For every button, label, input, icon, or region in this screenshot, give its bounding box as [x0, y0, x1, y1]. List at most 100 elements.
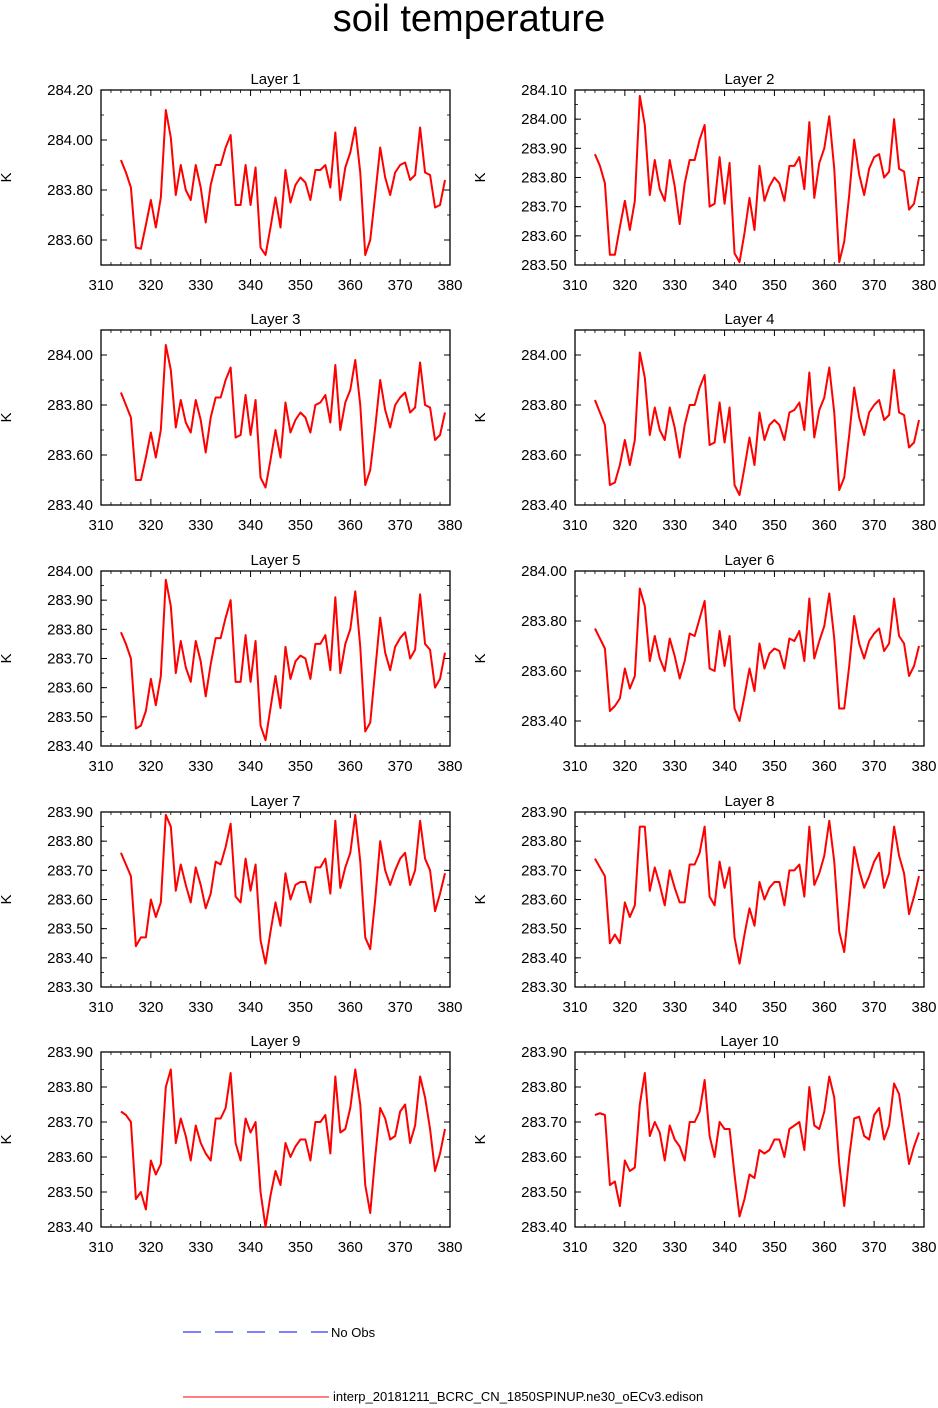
x-tick-label: 340: [238, 1239, 263, 1256]
y-tick-label: 283.90: [47, 1044, 93, 1061]
y-tick-label: 283.60: [521, 228, 567, 245]
x-tick-label: 310: [562, 277, 587, 294]
x-tick-label: 380: [911, 517, 936, 534]
plot-frame: [100, 811, 451, 988]
x-tick-label: 320: [612, 517, 637, 534]
x-tick-label: 340: [712, 999, 737, 1016]
x-tick-label: 350: [288, 277, 313, 294]
x-tick-label: 380: [437, 517, 462, 534]
y-tick-label: 283.50: [521, 1184, 567, 1201]
y-tick-label: 283.90: [521, 140, 567, 157]
x-tick-label: 370: [862, 999, 887, 1016]
plot-frame: [100, 89, 451, 266]
series-line: [594, 94, 920, 264]
panel-layer-1: Layer 1 K 310 320 330 340 350 360 370 380 283.60 28…: [0, 71, 463, 294]
y-tick-label: 283.50: [47, 1184, 93, 1201]
y-tick-label: 283.60: [521, 663, 567, 680]
series-line: [120, 344, 446, 489]
plot-frame: [574, 570, 925, 747]
y-tick-label: 283.40: [47, 497, 93, 514]
x-tick-label: 360: [812, 758, 837, 775]
y-tick-label: 283.80: [521, 613, 567, 630]
y-axis-label: K: [472, 1134, 489, 1144]
legend-model-line: [183, 1396, 329, 1398]
y-tick-label: 284.00: [521, 347, 567, 364]
x-tick-label: 360: [812, 277, 837, 294]
y-tick-label: 284.20: [47, 82, 93, 99]
x-tick-label: 370: [388, 758, 413, 775]
y-tick-label: 283.40: [47, 738, 93, 755]
x-tick-label: 330: [188, 277, 213, 294]
x-tick-label: 310: [88, 758, 113, 775]
x-tick-label: 310: [88, 999, 113, 1016]
x-tick-label: 360: [812, 999, 837, 1016]
x-tick-label: 340: [712, 277, 737, 294]
panel-title: Layer 6: [724, 552, 774, 569]
y-axis-label: K: [472, 894, 489, 904]
series-line: [594, 819, 920, 965]
x-tick-label: 320: [138, 517, 163, 534]
panel-layer-10: Layer 10 K 310 320 330 340 350 360 370 380 283.40 2…: [472, 1033, 937, 1256]
panel-title: Layer 10: [720, 1033, 778, 1050]
x-tick-label: 330: [662, 517, 687, 534]
x-tick-label: 340: [238, 758, 263, 775]
x-tick-label: 320: [612, 277, 637, 294]
x-tick-label: 340: [712, 1239, 737, 1256]
x-tick-label: 350: [288, 1239, 313, 1256]
panel-title: Layer 7: [250, 793, 300, 810]
y-tick-label: 283.70: [521, 199, 567, 216]
legend-obs-label: No Obs: [331, 1325, 376, 1340]
y-tick-label: 283.60: [47, 892, 93, 909]
x-tick-label: 330: [662, 999, 687, 1016]
y-tick-label: 283.60: [521, 1149, 567, 1166]
y-tick-label: 283.60: [47, 447, 93, 464]
x-tick-label: 370: [862, 758, 887, 775]
x-tick-label: 330: [188, 1239, 213, 1256]
x-tick-label: 310: [562, 517, 587, 534]
y-tick-label: 283.30: [521, 979, 567, 996]
x-tick-label: 370: [388, 517, 413, 534]
x-tick-label: 360: [338, 758, 363, 775]
y-tick-label: 283.60: [47, 680, 93, 697]
y-tick-label: 283.80: [47, 182, 93, 199]
panel-layer-6: Layer 6 K 310 320 330 340 350 360 370 380 283.40 28…: [472, 552, 937, 775]
x-tick-label: 310: [562, 758, 587, 775]
y-tick-label: 283.80: [521, 833, 567, 850]
x-tick-label: 310: [562, 999, 587, 1016]
y-tick-label: 283.70: [47, 862, 93, 879]
y-tick-label: 283.40: [521, 950, 567, 967]
y-tick-label: 283.60: [521, 447, 567, 464]
y-tick-label: 284.00: [47, 132, 93, 149]
y-tick-label: 284.10: [521, 82, 567, 99]
x-tick-label: 320: [138, 758, 163, 775]
x-tick-label: 320: [138, 277, 163, 294]
x-tick-label: 350: [288, 517, 313, 534]
y-tick-label: 283.80: [47, 621, 93, 638]
y-tick-label: 283.40: [47, 1219, 93, 1236]
panel-layer-2: Layer 2 K 310 320 330 340 350 360 370 380 283.50 28…: [472, 71, 937, 294]
x-tick-label: 330: [188, 517, 213, 534]
y-tick-label: 283.90: [47, 592, 93, 609]
panel-title: Layer 9: [250, 1033, 300, 1050]
x-tick-label: 350: [762, 758, 787, 775]
y-tick-label: 284.00: [521, 563, 567, 580]
y-tick-label: 283.50: [47, 709, 93, 726]
x-tick-label: 380: [437, 999, 462, 1016]
x-tick-label: 350: [762, 999, 787, 1016]
x-tick-label: 360: [812, 1239, 837, 1256]
plot-frame: [100, 329, 451, 506]
panel-title: Layer 2: [724, 71, 774, 88]
x-tick-label: 310: [88, 517, 113, 534]
y-tick-label: 283.80: [521, 1079, 567, 1096]
series-line: [120, 1068, 446, 1228]
y-axis-label: K: [0, 172, 15, 182]
x-tick-label: 380: [911, 277, 936, 294]
series-line: [120, 578, 446, 742]
x-tick-label: 370: [388, 999, 413, 1016]
panel-layer-7: Layer 7 K 310 320 330 340 350 360 370 380 283.30 28…: [0, 793, 463, 1016]
x-tick-label: 350: [288, 999, 313, 1016]
panel-title: Layer 1: [250, 71, 300, 88]
y-tick-label: 283.40: [521, 1219, 567, 1236]
plot-frame: [574, 329, 925, 506]
x-tick-label: 370: [388, 1239, 413, 1256]
